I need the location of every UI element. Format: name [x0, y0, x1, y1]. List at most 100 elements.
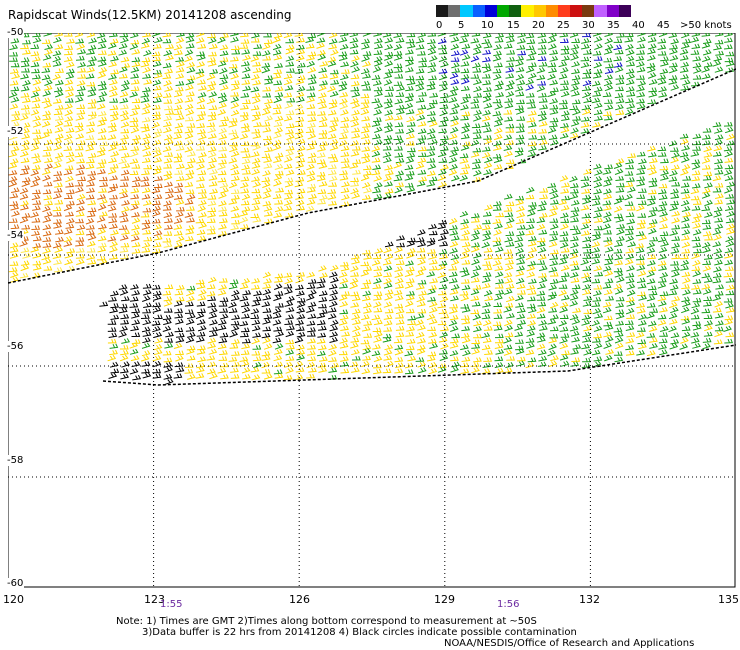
wind-barb: [360, 103, 370, 110]
wind-barb: [714, 182, 724, 188]
wind-barb: [417, 135, 427, 140]
wind-barb: [592, 234, 602, 241]
wind-barb: [285, 349, 295, 356]
wind-barb: [505, 33, 515, 39]
wind-barb: [569, 294, 579, 301]
legend-label: 10: [481, 20, 494, 31]
wind-barb: [66, 189, 75, 195]
wind-barb: [241, 79, 251, 85]
wind-barb: [470, 309, 480, 315]
wind-barb: [196, 139, 206, 146]
wind-barb: [494, 116, 504, 123]
wind-barb: [528, 72, 537, 80]
wind-barb: [691, 163, 701, 170]
wind-barb: [307, 350, 316, 356]
wind-barb: [527, 260, 537, 267]
wind-barb: [712, 307, 722, 313]
wind-barb: [141, 108, 151, 115]
wind-barb: [55, 68, 65, 74]
wind-barb: [615, 342, 624, 350]
wind-barb: [64, 56, 73, 62]
wind-barb: [42, 224, 52, 231]
wind-barb: [30, 91, 40, 98]
wind-barb: [8, 180, 18, 188]
wind-barb: [525, 224, 535, 230]
wind-barb: [76, 258, 85, 266]
wind-barb: [118, 145, 128, 151]
wind-barb: [96, 216, 106, 223]
wind-barb: [272, 139, 282, 146]
wind-barb: [251, 188, 261, 194]
wind-barb: [8, 218, 18, 223]
wind-barb: [285, 314, 295, 320]
wind-barb: [164, 68, 174, 74]
wind-barb: [569, 175, 578, 183]
wind-barb: [185, 78, 195, 86]
wind-barb: [671, 151, 680, 159]
wind-barb: [394, 146, 403, 151]
wind-barb: [262, 170, 271, 177]
wind-barb: [494, 62, 503, 68]
wind-barb: [503, 349, 513, 356]
wind-barb: [625, 158, 635, 165]
wind-barb: [173, 110, 183, 115]
wind-barb: [306, 320, 316, 326]
wind-barb: [66, 248, 76, 254]
wind-barb: [351, 349, 360, 356]
wind-barb: [197, 79, 206, 85]
wind-barb: [197, 92, 207, 98]
wind-barb: [86, 187, 95, 194]
wind-barb: [317, 199, 327, 205]
wind-barb: [660, 240, 669, 247]
wind-barb: [142, 229, 152, 235]
wind-barb: [284, 189, 294, 195]
wind-barb: [484, 204, 493, 211]
wind-barb: [32, 129, 41, 134]
wind-barb: [492, 206, 502, 211]
wind-barb: [670, 338, 680, 345]
wind-barb: [371, 150, 381, 158]
wind-barb: [484, 350, 493, 355]
wind-barb: [295, 367, 305, 373]
wind-barb: [340, 145, 350, 152]
wind-barb: [602, 283, 612, 289]
wind-barb: [438, 38, 447, 44]
wind-barb: [206, 73, 216, 81]
wind-barb: [692, 133, 702, 139]
wind-barb: [647, 145, 656, 152]
wind-barb: [450, 284, 460, 291]
wind-barb: [262, 271, 272, 279]
wind-barb: [603, 211, 612, 218]
wind-barb: [440, 116, 449, 123]
wind-barb: [340, 356, 349, 362]
wind-barb: [20, 260, 30, 266]
wind-barb: [185, 109, 195, 116]
wind-barb: [272, 73, 282, 79]
wind-barb: [54, 120, 64, 128]
wind-barb: [437, 271, 447, 279]
wind-barb: [129, 110, 139, 117]
wind-barb: [647, 266, 657, 272]
wind-barb: [176, 235, 185, 243]
wind-barb: [283, 283, 293, 289]
wind-barb: [393, 33, 403, 38]
wind-barb: [328, 175, 338, 182]
wind-barb: [55, 229, 64, 235]
wind-barb: [74, 152, 84, 158]
wind-barb: [142, 157, 151, 163]
wind-barb: [516, 108, 525, 115]
wind-barb: [240, 200, 250, 206]
wind-barb: [637, 283, 647, 289]
wind-barb: [372, 363, 382, 369]
wind-barb: [88, 56, 97, 62]
wind-barb: [109, 254, 118, 260]
wind-barb: [626, 300, 636, 307]
wind-barb: [109, 141, 119, 146]
wind-barb: [581, 272, 590, 279]
wind-barb: [560, 45, 570, 51]
wind-barb: [318, 162, 328, 169]
wind-barb: [52, 162, 62, 169]
wind-barb: [537, 135, 547, 141]
wind-barb: [592, 337, 601, 343]
wind-barb: [340, 325, 349, 331]
